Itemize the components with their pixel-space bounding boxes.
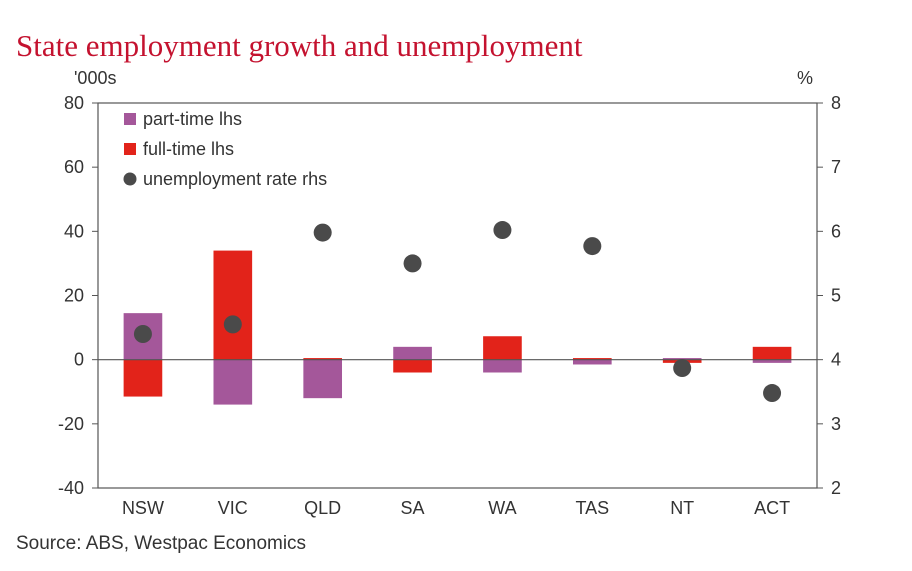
legend-swatch (124, 113, 136, 125)
y-right-tick-label: 7 (831, 157, 841, 177)
y-axis-left: -40 -20 0 20 40 60 80 '000s (58, 68, 116, 498)
x-tick-label: SA (401, 498, 425, 518)
bars (123, 250, 792, 405)
x-tick-label: VIC (218, 498, 248, 518)
x-axis: NSW VIC QLD SA WA TAS NT ACT (122, 498, 790, 518)
point-SA (403, 254, 422, 273)
legend-swatch (124, 143, 136, 155)
y-right-unit-label: % (797, 68, 813, 88)
point-NT (673, 359, 692, 378)
point-VIC (223, 315, 242, 334)
y-left-tick-label: 60 (64, 157, 84, 177)
x-tick-label: TAS (575, 498, 609, 518)
source-note: Source: ABS, Westpac Economics (16, 533, 307, 554)
y-right-tick-label: 2 (831, 478, 841, 498)
bar-part-time-SA (393, 346, 432, 360)
point-WA (493, 221, 512, 240)
x-tick-label: NSW (122, 498, 164, 518)
legend-label: full-time lhs (143, 139, 234, 159)
bar-part-time-QLD (303, 359, 343, 399)
x-tick-label: WA (488, 498, 516, 518)
y-right-tick-label: 8 (831, 93, 841, 113)
x-tick-label: NT (670, 498, 694, 518)
y-axis-right: 2 3 4 5 6 7 8% (797, 68, 841, 498)
chart-title: State employment growth and unemployment (16, 28, 583, 63)
x-tick-label: ACT (754, 498, 790, 518)
bar-part-time-WA (483, 359, 522, 373)
y-left-tick-label: 80 (64, 93, 84, 113)
legend-label: unemployment rate rhs (143, 169, 327, 189)
x-tick-label: QLD (304, 498, 341, 518)
y-right-tick-label: 3 (831, 414, 841, 434)
y-left-tick-label: 20 (64, 286, 84, 306)
bar-part-time-VIC (213, 359, 253, 405)
bar-full-time-TAS (572, 358, 612, 360)
point-ACT (763, 384, 782, 403)
y-right-tick-label: 5 (831, 286, 841, 306)
legend-marker (123, 172, 137, 186)
point-QLD (313, 223, 332, 242)
y-right-tick-label: 6 (831, 221, 841, 241)
y-left-tick-label: -20 (58, 414, 84, 434)
y-left-tick-label: 0 (74, 350, 84, 370)
bar-full-time-WA (483, 336, 522, 360)
bar-full-time-NSW (123, 359, 163, 397)
bar-full-time-ACT (752, 346, 792, 360)
bar-full-time-SA (393, 359, 432, 373)
y-right-tick-label: 4 (831, 350, 841, 370)
point-TAS (583, 237, 602, 256)
bar-part-time-ACT (752, 359, 792, 363)
bar-full-time-VIC (213, 250, 253, 360)
y-left-tick-label: 40 (64, 221, 84, 241)
point-NSW (133, 325, 152, 343)
bar-part-time-TAS (572, 359, 612, 365)
plot-border (97, 102, 818, 489)
y-left-tick-label: -40 (58, 478, 84, 498)
legend-label: part-time lhs (143, 109, 242, 129)
bar-part-time-NT (662, 358, 702, 360)
unemployment-points (133, 221, 782, 403)
legend: part-time lhs full-time lhs unemployment r… (123, 109, 327, 189)
bar-full-time-QLD (303, 358, 343, 360)
y-left-unit-label: '000s (74, 68, 116, 88)
plot-frame (97, 102, 818, 489)
